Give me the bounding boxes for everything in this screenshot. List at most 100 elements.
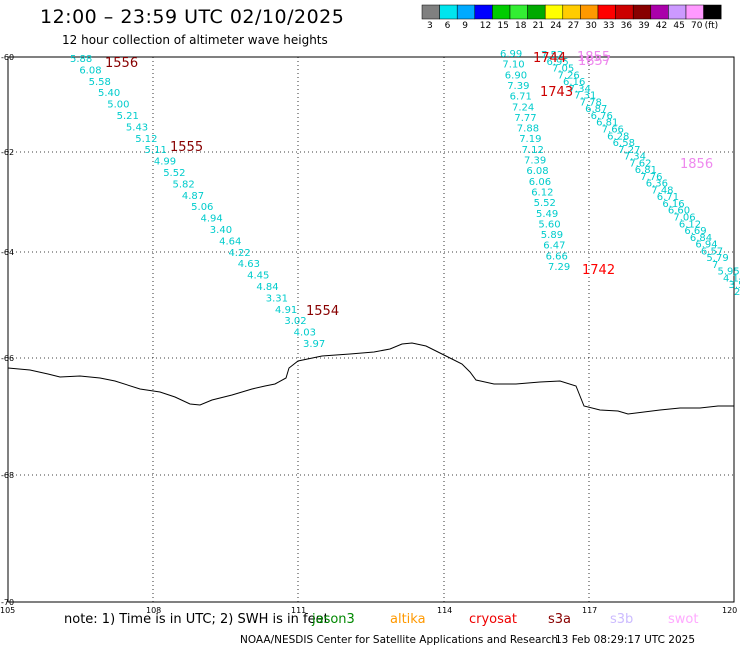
wave-height-value: 5.00 — [107, 100, 129, 111]
satellite-legend-item: cryosat — [469, 612, 517, 627]
wave-height-value: 6.81 — [635, 165, 657, 176]
satellite-legend-item: s3b — [610, 612, 634, 627]
wave-height-value: 6.90 — [505, 70, 527, 81]
wave-height-value: 5.82 — [173, 179, 195, 190]
wave-height-value: 7.78 — [580, 97, 602, 108]
legend-swatch — [439, 4, 458, 20]
wave-height-value: 5.88 — [70, 54, 92, 65]
wave-height-value: 4.84 — [256, 282, 278, 293]
wave-height-value: 5.06 — [191, 202, 213, 213]
legend-label: 36 — [620, 21, 633, 31]
legend-swatch — [580, 4, 599, 20]
wave-height-value: 5.12 — [135, 134, 157, 145]
wave-height-value: 5.40 — [98, 88, 120, 99]
longitude-label: 117 — [582, 606, 597, 615]
wave-height-value: 6.12 — [531, 187, 553, 198]
wave-height-value: 4.14 — [723, 273, 740, 284]
legend-swatch — [456, 4, 476, 20]
legend-label: 42 — [655, 21, 668, 31]
wave-height-value: 3.31 — [266, 293, 288, 304]
wave-height-value: 4.45 — [247, 271, 269, 282]
wave-height-value: 5.52 — [163, 168, 185, 179]
legend-swatch — [685, 4, 704, 20]
wave-height-value: 5.58 — [89, 77, 111, 88]
wave-height-value: 6.71 — [510, 92, 532, 103]
wave-height-value: 6.66 — [546, 251, 568, 262]
agency-credit: NOAA/NESDIS Center for Satellite Applica… — [240, 634, 558, 646]
wave-height-value: 6.28 — [607, 131, 629, 142]
map-title: 12:00 – 23:59 UTC 02/10/2025 — [40, 6, 345, 28]
wave-height-value: 7.77 — [514, 113, 536, 124]
latitude-label: -66 — [1, 354, 14, 363]
legend-swatch — [703, 4, 722, 20]
satellite-legend-item: jason3 — [312, 612, 355, 627]
wave-height-value: 5.89 — [541, 230, 563, 241]
wave-height-value: 7.34 — [569, 84, 591, 95]
wave-height-value: 6.81 — [596, 118, 618, 129]
wave-height-value: 7.27 — [618, 145, 640, 156]
wave-height-value: 7.06 — [673, 213, 695, 224]
wave-height-value: 6.84 — [690, 233, 712, 244]
wave-height-value: 7.39 — [524, 156, 546, 167]
wave-height-value: 7.48 — [651, 185, 673, 196]
legend-label: 21 — [532, 21, 545, 31]
wave-height-value: 6.94 — [695, 240, 717, 251]
legend-swatch — [650, 4, 669, 20]
legend-swatch — [509, 4, 528, 20]
legend-swatch — [544, 4, 564, 20]
wave-height-value: 4.99 — [154, 157, 176, 168]
pass-number-label: 1556 — [105, 56, 138, 71]
latitude-label: -62 — [1, 148, 14, 157]
wave-height-value: 6.08 — [526, 166, 548, 177]
wave-height-value: 2 — [734, 287, 740, 298]
longitude-label: 120 — [722, 606, 737, 615]
wave-height-value: 5.43 — [126, 122, 148, 133]
legend-label: 9 — [462, 21, 468, 31]
wave-height-value: 7.24 — [512, 102, 534, 113]
pass-number-label: 1856 — [680, 157, 713, 172]
wave-height-value: 3.97 — [303, 339, 325, 350]
wave-height-value: 6.69 — [684, 226, 706, 237]
legend-swatch — [527, 4, 546, 20]
satellite-legend-item: swot — [668, 612, 699, 627]
wave-height-value: 5.60 — [538, 219, 560, 230]
longitude-label: 111 — [291, 606, 306, 615]
wave-height-value: 6.95 — [547, 57, 569, 68]
wave-height-value: 4.64 — [219, 236, 241, 247]
wave-height-value: 5.11 — [145, 145, 167, 156]
map-frame — [7, 56, 735, 603]
map-subtitle: 12 hour collection of altimeter wave hei… — [62, 33, 328, 47]
wave-height-value: 5.79 — [706, 253, 728, 264]
pass-number-label: 1857 — [578, 54, 611, 69]
legend-swatch — [597, 4, 616, 20]
wave-height-value: 6.16 — [662, 199, 684, 210]
legend-swatch — [421, 4, 440, 20]
wave-height-value: 4.91 — [275, 305, 297, 316]
longitude-label: 114 — [437, 606, 452, 615]
legend-label: 27 — [567, 21, 580, 31]
wave-height-value: 6.12 — [679, 219, 701, 230]
wave-height-value: 7.88 — [517, 124, 539, 135]
wave-height-value: 6.76 — [591, 111, 613, 122]
legend-swatch — [474, 4, 493, 20]
wave-height-value: 6.60 — [668, 206, 690, 217]
latitude-label: -64 — [1, 248, 14, 257]
wave-height-value: 5.49 — [536, 209, 558, 220]
note-text: note: 1) Time is in UTC; 2) SWH is in fe… — [64, 612, 329, 627]
wave-height-value: 3.57 — [728, 280, 740, 291]
latitude-label: -70 — [1, 598, 14, 607]
pass-number-label: 1855 — [577, 50, 610, 65]
wave-height-value: 4.22 — [228, 248, 250, 259]
wave-height-value: 5.21 — [117, 111, 139, 122]
satellite-legend-item: altika — [390, 612, 426, 627]
legend-label: 30 — [585, 21, 597, 31]
legend-label: 6 — [444, 21, 451, 31]
legend-label: 12 — [479, 21, 492, 31]
wave-height-value: 4.63 — [238, 259, 260, 270]
legend-swatch — [615, 4, 634, 20]
legend-label: 24 — [550, 21, 562, 31]
pass-number-label: 1743 — [540, 85, 573, 100]
